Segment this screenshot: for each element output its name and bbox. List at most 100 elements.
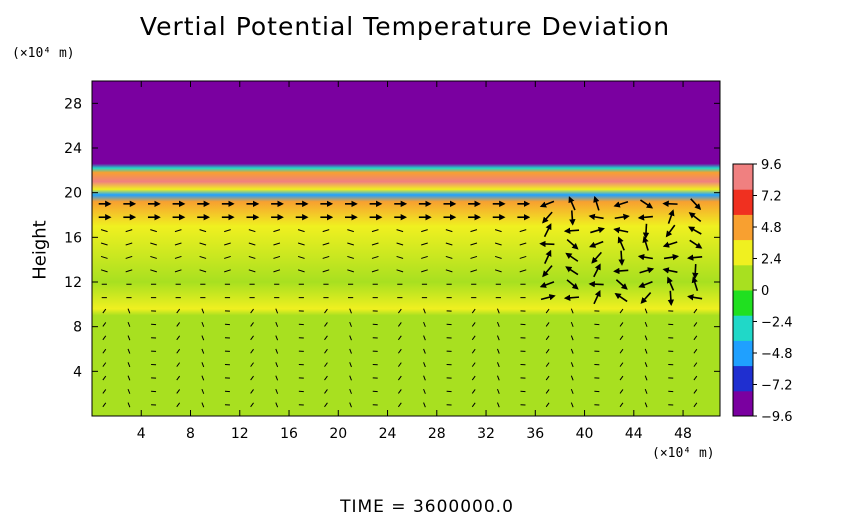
wind-vector	[396, 242, 404, 246]
wind-vector	[545, 308, 550, 314]
wind-vector	[201, 335, 205, 341]
wind-vector	[570, 348, 574, 354]
wind-vector	[545, 375, 550, 381]
x-tick-label: 16	[280, 426, 298, 442]
wind-vector	[324, 335, 328, 341]
colorbar-segment	[733, 340, 753, 367]
wind-vector	[127, 388, 131, 394]
wind-vector	[445, 242, 453, 246]
wind-vector	[125, 242, 133, 246]
wind-vector	[250, 322, 254, 327]
wind-vector	[618, 250, 625, 266]
wind-vector	[644, 308, 648, 314]
wind-vector	[539, 200, 555, 208]
wind-vector	[347, 242, 354, 246]
wind-vector	[423, 348, 426, 354]
wind-vector	[347, 229, 354, 233]
wind-vector	[100, 269, 108, 273]
y-tick-label: 20	[64, 186, 82, 202]
wind-vector	[544, 249, 552, 264]
wind-vector	[496, 308, 500, 314]
wind-vector	[275, 321, 279, 327]
wind-vector	[662, 267, 678, 274]
wind-vector	[687, 294, 703, 301]
wind-vector	[563, 227, 580, 234]
wind-vector	[322, 255, 330, 259]
wind-vector	[324, 308, 328, 314]
wind-vector	[174, 255, 182, 259]
wind-vector	[619, 308, 624, 314]
wind-vector	[397, 402, 402, 408]
wind-vector	[545, 335, 550, 341]
wind-vector	[568, 196, 576, 211]
wind-vector	[322, 229, 330, 233]
wind-vector	[637, 214, 653, 221]
wind-vector	[662, 241, 678, 248]
wind-vector	[250, 389, 254, 394]
wind-vector	[591, 251, 602, 264]
wind-vector	[176, 335, 181, 341]
wind-vector	[570, 335, 574, 341]
wind-vectors	[98, 195, 703, 408]
colorbar-tick-label: 7.2	[761, 190, 782, 205]
wind-vector	[396, 269, 404, 273]
wind-vector	[421, 269, 428, 273]
wind-vector	[224, 269, 231, 273]
wind-vector	[174, 229, 182, 233]
colorbar-tick-label: −7.2	[761, 379, 793, 394]
wind-vector	[639, 267, 655, 274]
wind-vector	[496, 362, 500, 368]
colorbar-segment	[733, 189, 753, 215]
wind-vector	[471, 335, 476, 341]
wind-vector	[102, 402, 107, 408]
wind-vector	[540, 294, 556, 301]
wind-vector	[176, 389, 181, 394]
wind-vector	[614, 292, 628, 303]
wind-vector	[275, 362, 279, 368]
wind-vector	[642, 236, 649, 251]
wind-vector	[324, 362, 328, 367]
wind-vector	[667, 276, 675, 291]
wind-vector	[691, 276, 699, 291]
colorbar-segment	[733, 365, 753, 392]
wind-vector	[127, 375, 131, 381]
wind-vector	[542, 265, 553, 278]
wind-vector	[250, 348, 254, 354]
wind-vector	[588, 280, 604, 288]
wind-vector	[570, 362, 574, 368]
wind-vector	[471, 348, 476, 354]
wind-vector	[613, 200, 629, 208]
wind-vector	[619, 348, 624, 354]
wind-vector	[423, 362, 426, 368]
wind-vector	[371, 255, 379, 259]
wind-vector	[593, 195, 600, 211]
time-label: TIME = 3600000.0	[340, 497, 514, 517]
wind-vector	[102, 362, 107, 367]
colorbar-tick-label: −9.6	[761, 410, 793, 425]
wind-vector	[593, 263, 601, 278]
wind-vector	[445, 255, 453, 259]
colorbar-tick-label: 2.4	[761, 253, 782, 268]
x-tick-label: 4	[137, 426, 146, 442]
wind-vector	[539, 240, 555, 248]
wind-vector	[201, 308, 205, 314]
wind-vector	[421, 229, 428, 233]
wind-vector	[150, 255, 157, 259]
wind-vector	[248, 255, 256, 259]
wind-vector	[693, 348, 698, 354]
wind-vector	[347, 255, 354, 259]
x-tick-label: 12	[231, 426, 249, 442]
wind-vector	[176, 322, 181, 327]
wind-vector	[125, 229, 133, 233]
wind-vector	[566, 238, 579, 250]
wind-vector	[619, 389, 624, 394]
wind-vector	[102, 308, 107, 314]
wind-vector	[125, 269, 133, 273]
wind-vector	[324, 322, 328, 327]
wind-vector	[519, 269, 527, 273]
wind-vector	[176, 348, 181, 354]
wind-vector	[273, 255, 281, 259]
wind-vector	[640, 292, 652, 304]
wind-vector	[102, 322, 107, 327]
wind-vector	[615, 279, 628, 290]
